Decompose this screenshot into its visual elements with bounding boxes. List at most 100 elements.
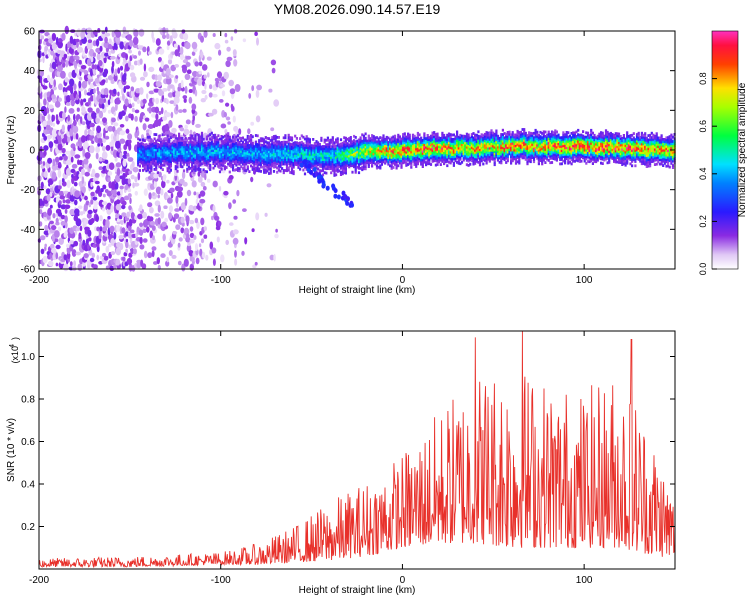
spectrogram-signal-cell — [397, 149, 400, 152]
spectrogram-noise-cell — [96, 53, 101, 61]
spectrogram-signal-cell — [317, 167, 320, 171]
spectrogram-signal-cell — [178, 132, 181, 136]
spectrogram-signal-cell — [240, 137, 243, 140]
spectrogram-noise-cell — [171, 127, 177, 134]
spectrogram-noise-cell — [47, 113, 51, 121]
spectrogram-signal-cell — [343, 136, 346, 140]
spectrogram-noise-cell — [108, 38, 112, 45]
spectrogram-signal-cell — [194, 134, 197, 137]
spectrogram-signal-cell — [528, 144, 531, 148]
spectrogram-noise-cell — [131, 107, 135, 113]
spectrogram-signal-cell — [138, 147, 141, 150]
spectrogram-signal-cell — [542, 152, 545, 156]
spectrogram-signal-cell — [361, 133, 364, 137]
spectrogram-signal-cell — [436, 137, 439, 140]
spectrogram-signal-cell — [274, 156, 277, 160]
spectrogram-signal-cell — [232, 168, 235, 172]
spectrogram-signal-cell — [395, 138, 398, 142]
spectrogram-signal-cell — [272, 152, 276, 156]
spectrogram-signal-cell — [333, 158, 336, 162]
spectrogram-signal-cell — [268, 141, 271, 145]
spectrogram-signal-cell — [362, 145, 365, 149]
spectrogram-noise-cell — [126, 211, 131, 218]
spectrogram-signal-cell — [446, 151, 449, 154]
spectrogram-signal-cell — [158, 150, 161, 153]
spectrogram-signal-cell — [403, 136, 406, 140]
spectrogram-signal-cell — [464, 148, 467, 151]
spectrogram-signal-cell — [541, 145, 544, 148]
spectrogram-noise-cell — [103, 87, 109, 96]
spectrogram-signal-cell — [307, 148, 310, 152]
spectrogram-signal-cell — [223, 165, 226, 169]
spectrogram-noise-cell — [203, 74, 207, 79]
spectrogram-signal-cell — [181, 158, 184, 162]
spectrogram-signal-cell — [268, 137, 271, 140]
spectrogram-signal-cell — [294, 147, 297, 151]
spectrogram-signal-cell — [470, 157, 473, 160]
spectrogram-signal-cell — [359, 138, 362, 142]
spectrogram-signal-cell — [246, 167, 249, 171]
spectrogram-signal-cell — [169, 147, 172, 150]
spectrogram-signal-cell — [393, 141, 397, 144]
spectrogram-signal-cell — [483, 152, 486, 156]
spectrogram-signal-cell — [364, 143, 367, 147]
spectrogram-signal-cell — [349, 153, 352, 157]
spectrogram-signal-cell — [366, 146, 369, 150]
spectrogram-signal-cell — [261, 159, 264, 162]
spectrogram-noise-cell — [77, 46, 83, 53]
spectrogram-signal-cell — [302, 135, 305, 139]
spectrogram-signal-cell — [225, 166, 228, 169]
spectrogram-signal-cell — [467, 148, 470, 152]
spectrogram-signal-cell — [505, 139, 508, 143]
spectrogram-signal-cell — [297, 148, 300, 152]
spectrogram-signal-cell — [537, 144, 540, 148]
spectrogram-signal-cell — [407, 136, 410, 140]
spectrogram-signal-cell — [289, 144, 292, 148]
spectrogram-signal-cell — [354, 164, 357, 168]
spectrogram-signal-cell — [353, 163, 356, 166]
spectrogram-signal-cell — [539, 143, 542, 147]
spectrogram-signal-cell — [346, 146, 349, 150]
spectrogram-signal-cell — [269, 145, 272, 149]
spectrogram-signal-cell — [356, 150, 359, 154]
spectrogram-signal-cell — [496, 137, 500, 140]
spectrogram-signal-cell — [514, 142, 518, 145]
spectrogram-signal-cell — [532, 153, 536, 157]
spectrogram-signal-cell — [281, 158, 284, 162]
spectrogram-signal-cell — [474, 148, 477, 152]
spectrogram-signal-cell — [351, 142, 354, 146]
spectrogram-noise-cell — [112, 189, 117, 196]
spectrogram-signal-cell — [282, 145, 285, 148]
spectrogram-noise-cell — [97, 142, 101, 147]
spectrogram-signal-cell — [514, 135, 518, 139]
spectrogram-signal-cell — [531, 151, 534, 155]
spectrogram-signal-cell — [536, 135, 539, 138]
spectrogram-noise-cell — [91, 112, 98, 119]
spectrogram-signal-cell — [285, 169, 289, 173]
spectrogram-signal-cell — [343, 140, 346, 144]
spectrogram-signal-cell — [202, 159, 205, 163]
spectrogram-signal-cell — [209, 166, 212, 169]
spectrogram-signal-cell — [168, 157, 171, 161]
spectrogram-signal-cell — [171, 159, 174, 162]
spectrogram-signal-cell — [294, 150, 297, 153]
spectrogram-signal-cell — [366, 155, 369, 158]
spectrogram-noise-cell — [186, 189, 192, 197]
spectrogram-signal-cell — [142, 147, 145, 150]
spectrogram-signal-cell — [143, 139, 146, 142]
spectrogram-signal-cell — [155, 152, 158, 156]
spectrogram-noise-cell — [194, 61, 199, 67]
spectrogram-signal-cell — [385, 146, 388, 150]
spectrogram-noise-cell — [98, 110, 104, 119]
spectrogram-noise-cell — [79, 76, 83, 81]
spectrogram-signal-cell — [194, 138, 197, 142]
spectrogram-signal-cell — [346, 137, 349, 141]
spectrogram-signal-cell — [413, 158, 416, 162]
spectrogram-signal-cell — [371, 155, 374, 159]
spectrogram-signal-cell — [202, 146, 205, 150]
spectrogram-signal-cell — [493, 141, 496, 145]
spectrogram-signal-cell — [503, 156, 506, 159]
spectrogram-signal-cell — [259, 165, 262, 169]
spectrogram-signal-cell — [259, 161, 262, 165]
spectrogram-signal-cell — [405, 140, 408, 143]
